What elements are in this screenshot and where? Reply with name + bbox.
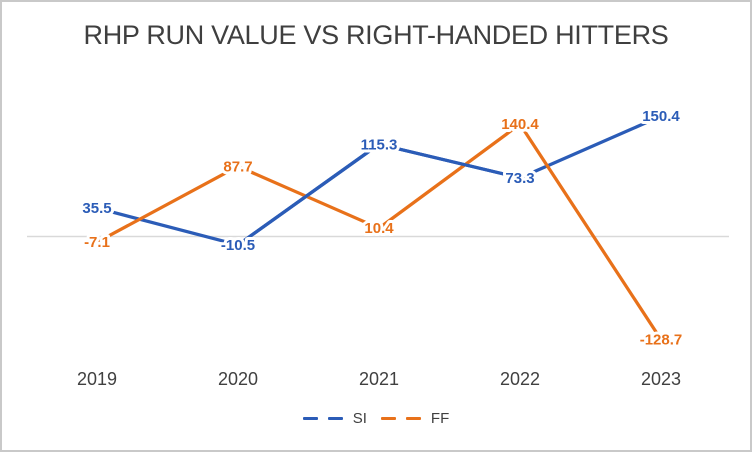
x-axis-label-2023: 2023: [641, 369, 681, 389]
data-label-ff-2022: 140.4: [501, 116, 539, 133]
x-axis-label-2022: 2022: [500, 369, 540, 389]
chart-title: RHP RUN VALUE VS RIGHT-HANDED HITTERS: [83, 20, 669, 50]
legend-dash-icon-ff: [380, 416, 396, 421]
legend-dash-icon-si: [302, 416, 318, 421]
data-label-ff-2023: -128.7: [640, 331, 683, 348]
series-line-si-overlay: [236, 142, 522, 247]
data-label-ff-2020: 87.7: [223, 158, 252, 175]
data-label-si-2023: 150.4: [642, 108, 680, 125]
data-label-ff-2019: -7.1: [84, 234, 110, 251]
data-label-si-2020: -10.5: [221, 237, 255, 254]
chart-legend: SI FF: [2, 411, 750, 426]
legend-dash-icon-si: [327, 416, 343, 421]
series-line-ff: [95, 122, 663, 342]
data-label-ff-2021: 10.4: [364, 220, 394, 237]
data-label-si-2022: 73.3: [505, 170, 534, 187]
legend-label-ff: FF: [430, 410, 450, 427]
x-axis-label-2021: 2021: [359, 369, 399, 389]
legend-label-si: SI: [352, 410, 367, 427]
x-axis-label-2019: 2019: [77, 369, 117, 389]
data-label-si-2019: 35.5: [82, 200, 111, 217]
x-axis-label-2020: 2020: [218, 369, 258, 389]
legend-item-ff: FF: [380, 410, 450, 427]
legend-item-si: SI: [302, 410, 367, 427]
data-label-si-2021: 115.3: [361, 136, 398, 153]
legend-dash-icon-ff: [405, 416, 421, 421]
